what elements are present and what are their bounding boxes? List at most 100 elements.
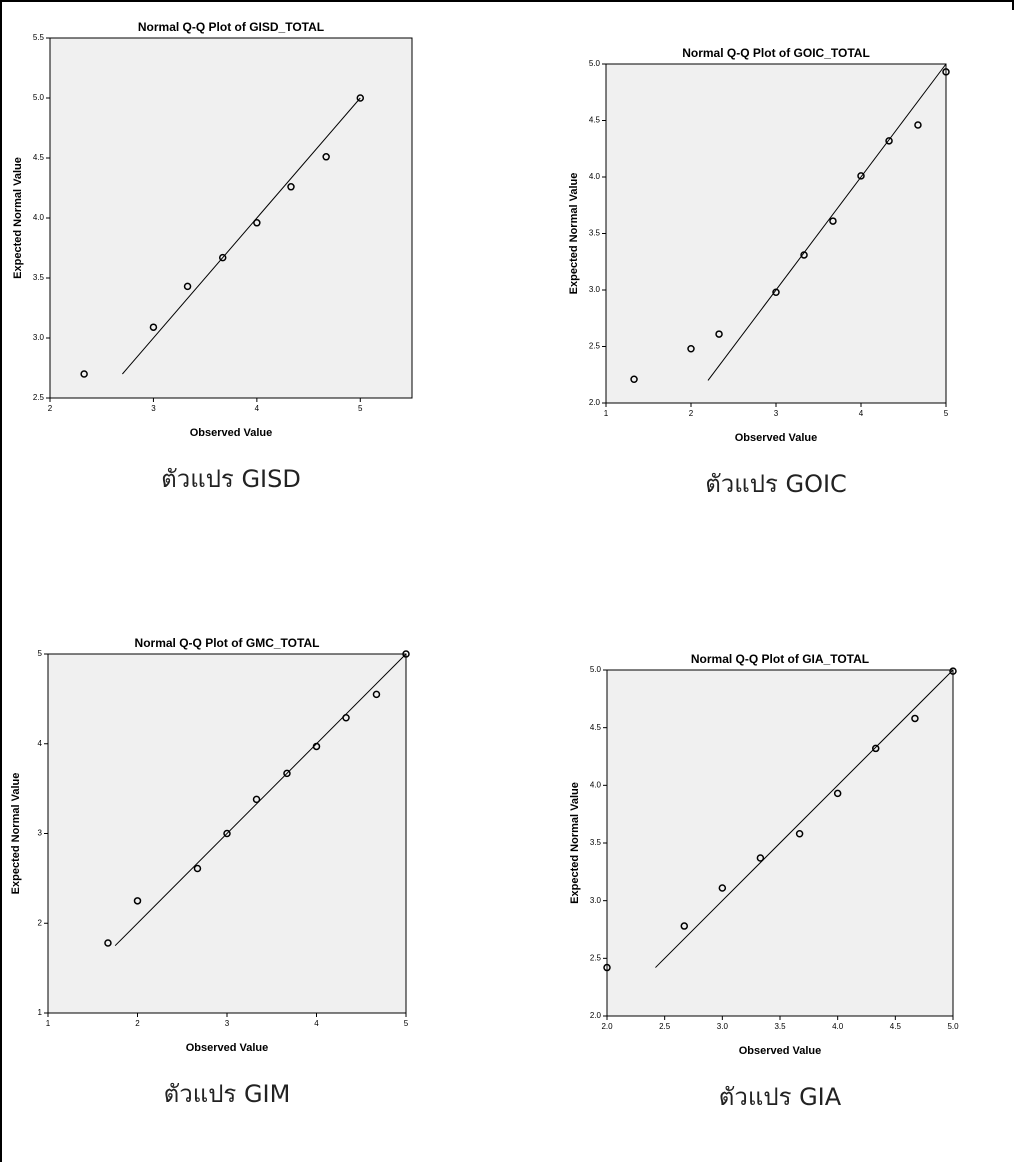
chart-title: Normal Q-Q Plot of GIA_TOTAL	[691, 652, 869, 666]
x-tick-label: 2	[135, 1019, 140, 1028]
x-tick-label: 5	[404, 1019, 409, 1028]
point	[687, 345, 695, 353]
y-axis-label: Expected Normal Value	[569, 782, 581, 904]
x-tick-label: 5.0	[947, 1022, 959, 1031]
chart-title: Normal Q-Q Plot of GMC_TOTAL	[135, 636, 320, 650]
x-tick-label: 3	[225, 1019, 230, 1028]
x-tick-label: 1	[604, 409, 609, 418]
y-axis-label: Expected Normal Value	[568, 173, 580, 295]
y-tick-label: 1	[38, 1008, 43, 1017]
y-tick-label: 4.5	[589, 116, 601, 125]
x-tick-label: 3.0	[717, 1022, 729, 1031]
point	[342, 713, 350, 722]
x-tick-label: 5	[944, 409, 949, 418]
point	[914, 121, 922, 129]
chart-title: Normal Q-Q Plot of GISD_TOTAL	[138, 20, 324, 34]
x-axis-label: Observed Value	[735, 432, 818, 444]
y-tick-label: 4.5	[590, 723, 602, 732]
point	[193, 864, 202, 873]
reference-line	[707, 63, 947, 381]
y-tick-label: 2	[38, 918, 43, 927]
x-tick-label: 4.0	[832, 1022, 844, 1031]
y-tick-label: 2.5	[590, 953, 602, 962]
point	[133, 897, 142, 905]
point	[949, 667, 957, 675]
y-tick-label: 5.5	[33, 33, 45, 42]
x-tick-label: 3	[774, 409, 779, 418]
y-axis-label: Expected Normal Value	[12, 157, 24, 279]
x-tick-label: 4	[859, 409, 864, 418]
point	[287, 183, 295, 191]
y-tick-label: 3.0	[590, 896, 602, 905]
y-tick-label: 5	[38, 649, 43, 658]
point	[603, 963, 611, 972]
y-tick-label: 3.0	[33, 333, 45, 342]
x-tick-label: 2	[689, 409, 694, 418]
point	[715, 330, 723, 338]
x-tick-label: 1	[46, 1019, 51, 1028]
y-tick-label: 4.0	[589, 172, 601, 181]
x-tick-label: 2.0	[601, 1022, 613, 1031]
x-tick-label: 3.5	[774, 1022, 786, 1031]
point	[356, 94, 365, 102]
point	[104, 939, 112, 947]
point	[183, 282, 192, 291]
x-axis-label: Observed Value	[739, 1045, 822, 1057]
point	[312, 742, 321, 751]
point	[772, 288, 780, 297]
point	[252, 795, 261, 804]
y-tick-label: 2.5	[589, 342, 601, 351]
y-tick-label: 4.5	[33, 153, 45, 162]
y-tick-label: 5.0	[590, 665, 602, 674]
point	[871, 744, 880, 753]
y-tick-label: 2.5	[33, 393, 45, 402]
plot-area	[49, 37, 413, 399]
x-tick-label: 4	[255, 404, 260, 413]
point	[800, 251, 808, 259]
reference-line	[122, 97, 361, 375]
point	[322, 153, 330, 161]
chart-title: Normal Q-Q Plot of GOIC_TOTAL	[682, 46, 870, 60]
y-tick-label: 5.0	[33, 93, 45, 102]
x-tick-label: 2	[48, 404, 53, 413]
point	[223, 829, 231, 838]
point	[756, 854, 765, 862]
x-tick-label: 4.5	[890, 1022, 902, 1031]
point	[885, 137, 893, 145]
reference-line	[655, 669, 954, 968]
y-tick-label: 3.5	[590, 838, 602, 847]
caption: ตัวแปร GIA	[719, 1083, 842, 1111]
x-axis-label: Observed Value	[186, 1042, 269, 1054]
caption: ตัวแปร GISD	[161, 465, 301, 493]
y-tick-label: 5.0	[589, 59, 601, 68]
caption: ตัวแปร GIM	[164, 1080, 291, 1108]
x-tick-label: 4	[314, 1019, 319, 1028]
y-tick-label: 3	[38, 829, 43, 838]
point	[911, 714, 919, 723]
point	[80, 370, 88, 378]
point	[372, 690, 381, 699]
point	[680, 922, 689, 930]
point	[402, 650, 410, 658]
y-tick-label: 3.0	[589, 285, 601, 294]
y-tick-label: 4.0	[590, 780, 602, 789]
point	[833, 789, 842, 798]
point	[795, 830, 804, 838]
point	[149, 323, 158, 331]
y-tick-label: 2.0	[590, 1011, 602, 1020]
plot-area	[605, 63, 947, 404]
x-tick-label: 5	[358, 404, 363, 413]
y-tick-label: 2.0	[589, 398, 601, 407]
y-tick-label: 4	[38, 739, 43, 748]
x-tick-label: 3	[151, 404, 156, 413]
reference-line	[114, 653, 407, 947]
point	[857, 172, 865, 180]
point	[283, 769, 291, 778]
point	[253, 219, 261, 227]
y-tick-label: 3.5	[33, 273, 45, 282]
x-axis-label: Observed Value	[190, 427, 273, 439]
point	[718, 884, 727, 892]
point	[942, 68, 950, 76]
